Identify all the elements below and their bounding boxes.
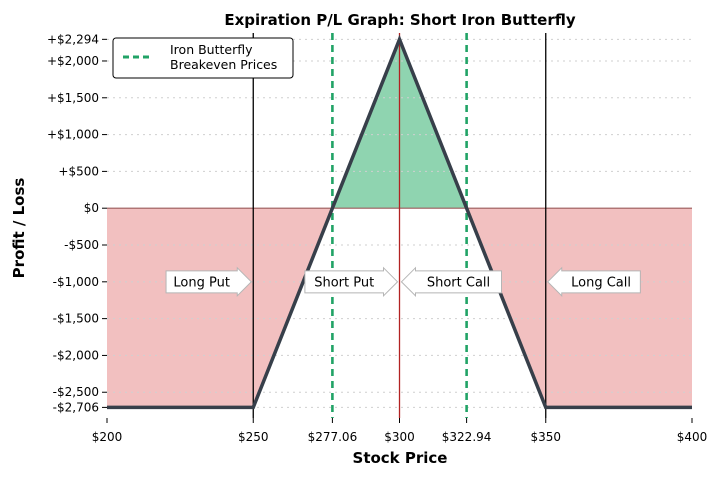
- x-tick-label: $322.94: [442, 430, 492, 444]
- legend-label: Iron Butterfly Breakeven Prices: [170, 42, 277, 72]
- y-tick-label: -$1,500: [53, 312, 99, 326]
- x-axis-ticks: $200 $250 $277.06 $300 $322.94 $350 $400: [92, 418, 708, 444]
- reference-lines: [252, 33, 547, 418]
- x-tick-label: $300: [384, 430, 415, 444]
- y-axis-title: Profit / Loss: [10, 178, 28, 279]
- x-tick-label: $250: [238, 430, 269, 444]
- x-tick-label: $400: [677, 430, 708, 444]
- y-tick-label: -$2,706: [53, 400, 99, 414]
- y-tick-label: +$2,294: [47, 32, 99, 46]
- y-tick-label: +$2,000: [47, 54, 99, 68]
- y-tick-label: +$1,000: [47, 128, 99, 142]
- y-tick-label: $0: [84, 201, 99, 215]
- annotation-label: Long Call: [571, 275, 631, 290]
- chart-title: Expiration P/L Graph: Short Iron Butterf…: [224, 11, 575, 29]
- y-tick-label: -$2,500: [53, 385, 99, 399]
- annotation-label: Short Call: [427, 275, 490, 290]
- annotations: Long Put Short Put Short Call Long Call: [165, 266, 641, 298]
- payoff-line-group: [107, 34, 692, 410]
- annotation-label: Short Put: [314, 275, 374, 290]
- payoff-line: [107, 34, 692, 410]
- annotation-arrow-box: [165, 266, 252, 298]
- x-tick-label: $350: [530, 430, 561, 444]
- y-tick-label: -$500: [64, 238, 99, 252]
- legend-box: [112, 37, 294, 79]
- y-tick-label: -$2,000: [53, 348, 99, 362]
- legend: Iron Butterfly Breakeven Prices: [112, 37, 294, 79]
- annotation-arrow-box: [400, 266, 502, 298]
- annotation-label: Long Put: [173, 275, 230, 290]
- x-tick-label: $200: [92, 430, 123, 444]
- y-tick-label: +$500: [58, 164, 99, 178]
- y-tick-label: +$1,500: [47, 91, 99, 105]
- annotation-arrow-box: [547, 266, 641, 298]
- y-axis-ticks: +$2,294 +$2,000 +$1,500 +$1,000 +$500 $0 -$500…: [47, 32, 107, 414]
- x-tick-label: $277.06: [308, 430, 358, 444]
- y-tick-label: -$1,000: [53, 275, 99, 289]
- x-axis-title: Stock Price: [353, 449, 448, 467]
- annotation-arrow-box: [304, 266, 399, 298]
